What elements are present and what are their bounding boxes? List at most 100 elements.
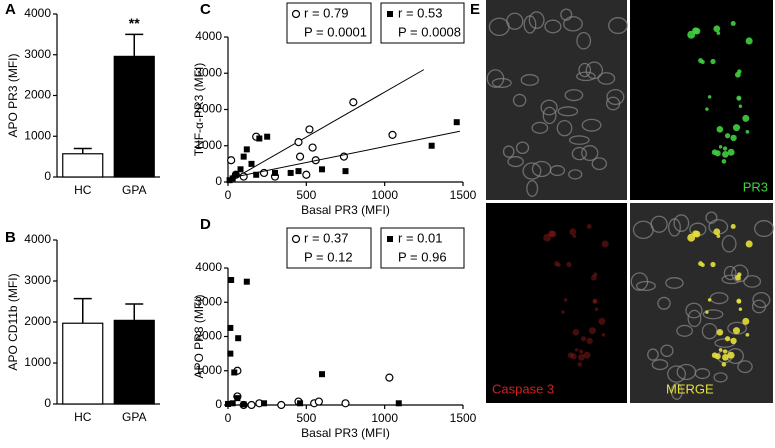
- stain: [745, 37, 753, 45]
- point: [453, 119, 460, 126]
- y-tick-label: 2000: [195, 102, 222, 116]
- cell: [687, 309, 702, 328]
- x-tick-label: 1000: [371, 411, 398, 425]
- point: [319, 166, 325, 173]
- stain: [569, 228, 577, 236]
- bar: [62, 153, 104, 178]
- point: [428, 142, 435, 149]
- cell: [560, 8, 573, 21]
- y-tick-label: 2000: [195, 329, 222, 343]
- stats-text: P = 0.0001: [304, 24, 367, 39]
- y-tick-label: 1000: [195, 363, 222, 377]
- stain: [705, 310, 709, 314]
- stain: [598, 317, 606, 325]
- legend-marker: [291, 9, 301, 19]
- stats-text: P = 0.12: [304, 249, 353, 264]
- cell: [556, 119, 573, 137]
- point: [240, 153, 247, 160]
- stats-box: [380, 227, 465, 269]
- point: [235, 335, 242, 342]
- stain: [722, 146, 728, 151]
- cell: [507, 156, 524, 168]
- stain: [738, 104, 743, 108]
- y-tick-label: 0: [215, 397, 222, 411]
- y-tick-label: 1000: [24, 128, 51, 142]
- x-tick-label: 1000: [371, 188, 398, 202]
- stain: [707, 95, 712, 99]
- cell: [705, 211, 718, 224]
- point: [297, 400, 304, 407]
- stain: [713, 228, 721, 236]
- point: [253, 171, 260, 178]
- cell: [754, 220, 774, 238]
- stain: [721, 159, 727, 164]
- stain: [698, 261, 704, 267]
- cell: [542, 106, 557, 125]
- point: [227, 324, 234, 331]
- cell: [578, 62, 592, 78]
- y-axis-label: APO CD11b (MFI): [6, 273, 20, 370]
- cell: [576, 71, 596, 82]
- stain: [738, 307, 743, 311]
- stain: [594, 307, 599, 311]
- bar: [113, 55, 155, 178]
- stain: [710, 261, 716, 268]
- point: [314, 397, 323, 406]
- stain: [601, 332, 606, 337]
- stain: [732, 327, 740, 335]
- y-axis-label: TNF-α-PR3 (MFI): [192, 63, 206, 157]
- cell: [673, 214, 690, 232]
- stain: [737, 299, 742, 304]
- stain: [716, 31, 721, 35]
- x-tick-label: 1500: [450, 188, 477, 202]
- point: [229, 400, 236, 407]
- stain: [710, 58, 716, 65]
- caption: PR3: [743, 179, 768, 194]
- cell: [723, 265, 737, 281]
- stain: [716, 126, 724, 133]
- stain: [561, 310, 565, 314]
- x-tick-label: 500: [296, 188, 316, 202]
- stain: [722, 354, 729, 361]
- point: [256, 135, 263, 142]
- cell: [647, 348, 659, 361]
- cell: [563, 16, 583, 32]
- cell: [737, 360, 753, 374]
- stain: [580, 336, 587, 342]
- y-tick-label: 4000: [195, 29, 222, 43]
- panel-label: D: [200, 216, 211, 233]
- point: [226, 177, 233, 184]
- point: [385, 373, 394, 382]
- cell: [506, 12, 524, 30]
- point: [243, 146, 250, 153]
- point: [227, 350, 234, 357]
- cell: [540, 99, 558, 116]
- point: [228, 276, 235, 283]
- cell: [670, 383, 683, 400]
- x-tick-label: 500: [296, 411, 316, 425]
- cell: [597, 72, 616, 85]
- trend-line: [227, 130, 460, 179]
- stain: [742, 317, 750, 325]
- cell: [608, 17, 628, 35]
- stain: [724, 133, 731, 139]
- y-tick-label: 1000: [195, 138, 222, 152]
- cell: [571, 146, 587, 161]
- stain: [574, 348, 579, 352]
- x-axis-label: Basal PR3 (MFI): [301, 426, 390, 440]
- image-tile: [630, 203, 773, 403]
- image-tile: [486, 203, 627, 403]
- cell: [676, 324, 693, 337]
- cell: [702, 309, 724, 320]
- y-tick-label: 3000: [195, 294, 222, 308]
- stain: [737, 96, 742, 101]
- cell: [721, 234, 737, 253]
- point: [395, 400, 402, 407]
- point: [231, 369, 238, 376]
- image-tile: [486, 0, 627, 200]
- stain: [722, 151, 729, 158]
- cell: [581, 118, 602, 132]
- stain: [583, 351, 591, 359]
- stain: [745, 332, 750, 337]
